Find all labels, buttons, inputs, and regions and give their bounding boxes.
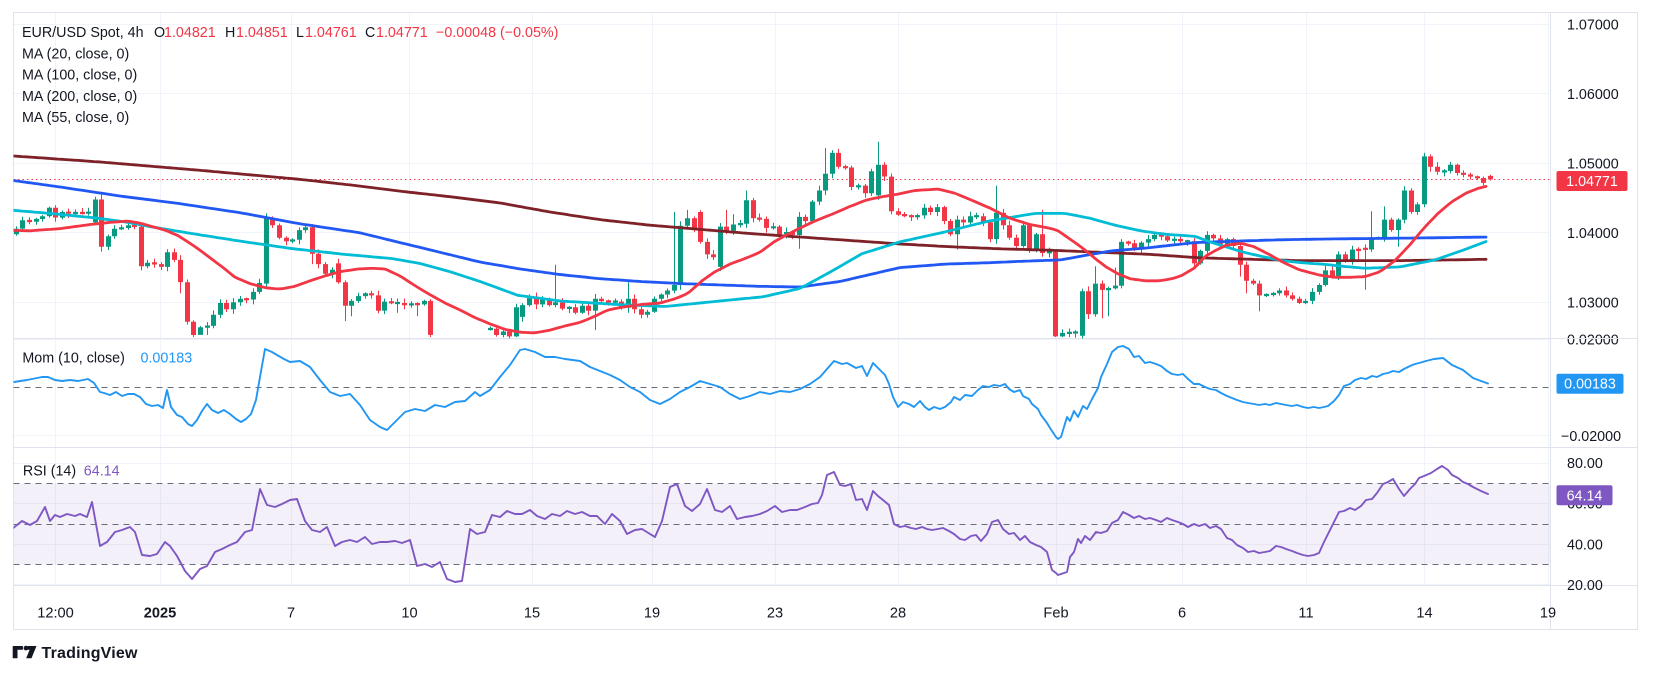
svg-text:Mom (10, close)0.00183: Mom (10, close) 0.00183 xyxy=(22,350,192,366)
svg-text:1.05000: 1.05000 xyxy=(1567,156,1619,172)
svg-text:TradingView: TradingView xyxy=(42,645,139,662)
svg-text:−0.02000: −0.02000 xyxy=(1561,429,1621,445)
svg-text:MA (20, close, 0): MA (20, close, 0) xyxy=(22,46,129,62)
svg-text:Feb: Feb xyxy=(1043,606,1068,622)
svg-text:MA (100, close, 0): MA (100, close, 0) xyxy=(22,68,137,84)
svg-text:80.00: 80.00 xyxy=(1567,456,1603,472)
svg-text:19: 19 xyxy=(1540,606,1556,622)
svg-text:1.03000: 1.03000 xyxy=(1567,295,1619,311)
svg-text:1.04000: 1.04000 xyxy=(1567,226,1619,242)
svg-text:10: 10 xyxy=(401,606,417,622)
svg-text:MA (55, close, 0): MA (55, close, 0) xyxy=(22,110,129,126)
svg-text:64.14: 64.14 xyxy=(1567,488,1603,504)
svg-text:1.04771: 1.04771 xyxy=(1566,174,1618,190)
svg-text:MA (200, close, 0): MA (200, close, 0) xyxy=(22,89,137,105)
svg-text:20.00: 20.00 xyxy=(1567,578,1603,594)
svg-text:19: 19 xyxy=(644,606,660,622)
svg-text:0.00183: 0.00183 xyxy=(1564,377,1616,393)
svg-text:14: 14 xyxy=(1416,606,1432,622)
svg-text:0.02000: 0.02000 xyxy=(1567,332,1619,348)
svg-text:6: 6 xyxy=(1178,606,1186,622)
svg-text:40.00: 40.00 xyxy=(1567,537,1603,553)
svg-text:7: 7 xyxy=(287,606,295,622)
svg-text:1.06000: 1.06000 xyxy=(1567,87,1619,103)
svg-text:23: 23 xyxy=(767,606,783,622)
svg-text:15: 15 xyxy=(524,606,540,622)
svg-text:RSI (14)64.14: RSI (14) 64.14 xyxy=(23,463,120,479)
svg-text:12:00: 12:00 xyxy=(37,606,74,622)
svg-text:28: 28 xyxy=(890,606,906,622)
svg-text:1.07000: 1.07000 xyxy=(1567,17,1619,33)
svg-text:11: 11 xyxy=(1298,606,1313,622)
svg-text:2025: 2025 xyxy=(144,606,176,622)
